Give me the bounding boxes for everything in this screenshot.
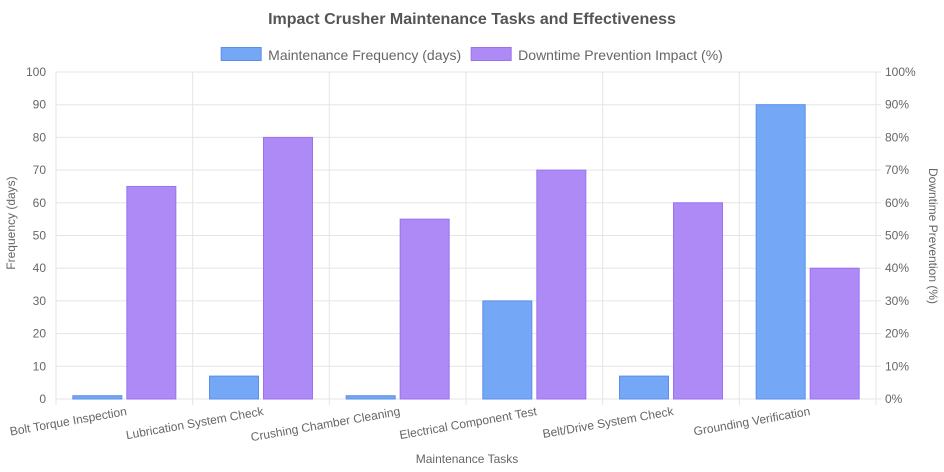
y-tick-label: 100 (26, 65, 46, 79)
x-tick-label: Crushing Chamber Cleaning (250, 404, 402, 444)
bar-frequency[interactable] (209, 375, 259, 400)
x-tick-label: Belt/Drive System Check (541, 404, 675, 441)
y-tick-label: 70 (33, 163, 47, 177)
y2-tick-label: 80% (885, 130, 909, 144)
y-tick-label: 30 (33, 294, 47, 308)
y2-tick-label: 10% (885, 359, 909, 373)
legend-label-frequency[interactable]: Maintenance Frequency (days) (268, 47, 461, 63)
y2-tick-label: 100% (885, 65, 916, 79)
bar-impact[interactable] (536, 169, 587, 400)
bar-frequency[interactable] (619, 375, 669, 400)
y-axis-right-ticks: 0% 10% 20% 30% 40% 50% 60% 70% 80% 90% 100% (876, 65, 916, 406)
y2-tick-label: 50% (885, 229, 909, 243)
y2-tick-label: 90% (885, 98, 909, 112)
y-tick-label: 90 (33, 98, 47, 112)
bar-frequency[interactable] (482, 300, 533, 400)
bar-impact[interactable] (263, 136, 313, 400)
y2-tick-label: 70% (885, 163, 909, 177)
bar-impact[interactable] (809, 267, 860, 400)
y-tick-label: 20 (33, 327, 47, 341)
x-tick-label: Electrical Component Test (398, 404, 538, 442)
bars (72, 104, 860, 400)
y-tick-label: 50 (33, 229, 47, 243)
y2-tick-label: 30% (885, 294, 909, 308)
bar-frequency[interactable] (72, 395, 123, 400)
x-tick-label: Bolt Torque Inspection (9, 404, 128, 438)
y-tick-label: 0 (39, 392, 46, 406)
y-axis-left-label: Frequency (days) (4, 176, 18, 269)
x-tick-label: Grounding Verification (692, 404, 811, 438)
bar-impact[interactable] (126, 185, 177, 400)
x-tick-label: Lubrication System Check (125, 404, 266, 442)
y-tick-label: 10 (33, 359, 47, 373)
y2-tick-label: 40% (885, 261, 909, 275)
x-axis-label: Maintenance Tasks (416, 452, 519, 466)
bar-impact[interactable] (399, 218, 450, 400)
legend-label-impact[interactable]: Downtime Prevention Impact (%) (518, 47, 723, 63)
bar-frequency[interactable] (755, 104, 806, 400)
y2-tick-label: 20% (885, 327, 909, 341)
bar-impact[interactable] (673, 202, 723, 400)
bar-frequency[interactable] (345, 395, 396, 400)
y-axis-right-label: Downtime Prevention (%) (926, 168, 940, 304)
y-tick-label: 40 (33, 261, 47, 275)
legend-swatch-impact[interactable] (470, 47, 512, 61)
legend[interactable]: Maintenance Frequency (days) Downtime Pre… (220, 47, 723, 63)
legend-swatch-frequency[interactable] (220, 47, 262, 61)
y-tick-label: 80 (33, 130, 47, 144)
grid (55, 71, 877, 405)
y-tick-label: 60 (33, 196, 47, 210)
y2-tick-label: 60% (885, 196, 909, 210)
chart-title: Impact Crusher Maintenance Tasks and Eff… (268, 11, 676, 28)
y-axis-left-ticks: 0 10 20 30 40 50 60 70 80 90 100 (26, 65, 46, 406)
y2-tick-label: 0% (885, 392, 903, 406)
